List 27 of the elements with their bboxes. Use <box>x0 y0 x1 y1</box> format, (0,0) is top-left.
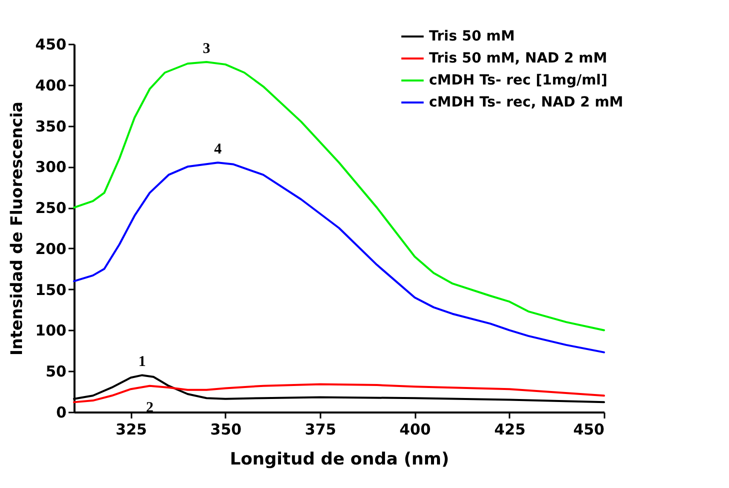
y-tick-label: 150 <box>35 280 66 299</box>
annotation: 3 <box>202 40 210 57</box>
y-tick-label: 0 <box>56 404 66 422</box>
legend-label: cMDH Ts- rec, NAD 2 mM <box>429 94 624 110</box>
x-tick-label: 375 <box>304 420 336 438</box>
x-tick-label: 425 <box>494 420 526 438</box>
y-tick-label: 50 <box>46 362 66 381</box>
legend-label: Tris 50 mM <box>429 28 515 44</box>
y-tick-label: 400 <box>35 76 66 94</box>
legend-label: Tris 50 mM, NAD 2 mM <box>429 50 608 66</box>
x-tick-label: 450 <box>573 420 604 438</box>
y-axis-title: Intensidad de Fluorescencia <box>7 102 26 356</box>
line-series <box>73 162 605 354</box>
y-tick-label: 250 <box>35 199 66 218</box>
y-tick-label: 450 <box>35 36 66 54</box>
annotation: 4 <box>214 142 222 158</box>
line-series <box>73 383 605 404</box>
legend-label: cMDH Ts- rec [1mg/ml] <box>429 72 608 88</box>
y-tick-label: 200 <box>35 240 66 258</box>
y-tick-label: 350 <box>35 117 66 136</box>
annotation: 1 <box>138 354 146 370</box>
x-tick-label: 350 <box>210 420 242 438</box>
x-tick-label: 325 <box>116 420 147 438</box>
y-tick-label: 100 <box>35 322 66 340</box>
x-axis-title: Longitud de onda (nm) <box>230 450 450 470</box>
y-tick-label: 300 <box>35 158 66 176</box>
x-tick-label: 400 <box>400 420 431 438</box>
